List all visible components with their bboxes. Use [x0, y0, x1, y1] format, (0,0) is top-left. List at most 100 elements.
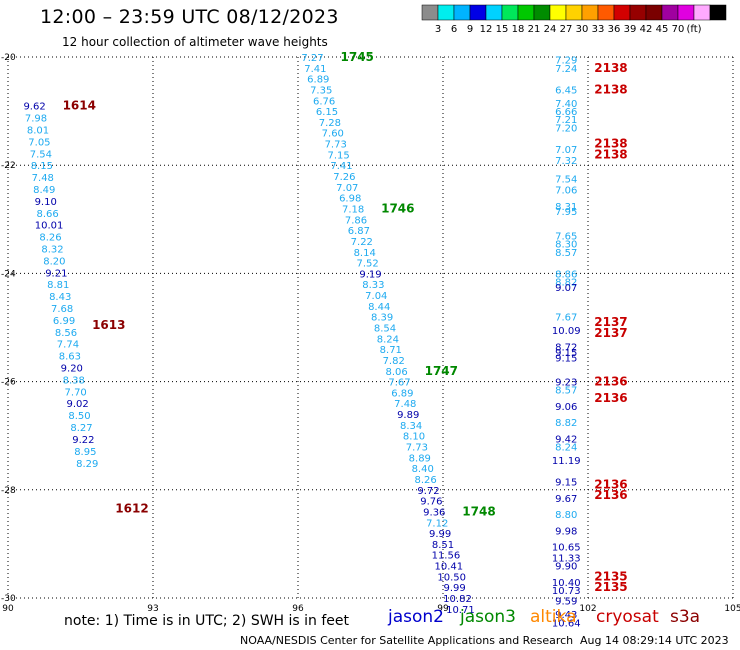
wave-height-value: 8.56	[55, 328, 77, 339]
footnote: note: 1) Time is in UTC; 2) SWH is in fe…	[64, 613, 350, 629]
wave-height-value: 9.36	[423, 507, 445, 518]
color-scale-swatch	[645, 4, 663, 21]
color-scale-swatch	[485, 4, 503, 21]
pass-label: 2138	[594, 137, 627, 151]
wave-height-value: 9.15	[555, 348, 577, 359]
wave-height-value: 7.07	[555, 145, 577, 156]
color-scale-label: (ft)	[686, 24, 701, 35]
color-scale-bar: 3 6 9 12 15 18 21 24 27 30 33 36 39 42 45 70 (ft)	[421, 4, 727, 35]
color-scale-swatch	[421, 4, 439, 21]
wave-height-value: 8.24	[377, 334, 399, 345]
color-scale-label: 3	[435, 24, 441, 35]
color-scale-label: 45	[656, 24, 669, 35]
wave-height-value: 8.81	[47, 280, 69, 291]
wave-height-value: 9.15	[555, 353, 577, 364]
color-scale-swatch	[533, 4, 551, 21]
wave-height-value: 7.73	[406, 443, 428, 454]
track-2135-2138: 7.297.24 6.45 7.406.667.217.20 7.077.32 7.54…	[552, 56, 628, 630]
wave-height-value: 8.27	[70, 423, 92, 434]
wave-height-value: 8.34	[400, 421, 422, 432]
pass-label: 2138	[594, 82, 627, 96]
pass-label: 2135	[594, 580, 627, 594]
wave-height-value: 8.50	[68, 411, 90, 422]
color-scale-swatch	[709, 4, 727, 21]
wave-height-value: 7.06	[555, 186, 577, 197]
wave-height-value: 6.15	[316, 107, 338, 118]
color-scale-label: 18	[512, 24, 525, 35]
color-scale-label: 12	[480, 24, 493, 35]
wave-height-value: 9.99	[443, 583, 465, 594]
color-scale-label: 36	[608, 24, 621, 35]
pass-label: 1746	[381, 201, 414, 215]
wave-height-value: 9.19	[359, 269, 381, 280]
wave-height-value: 8.72	[555, 342, 577, 353]
wave-height-value: 8.26	[39, 233, 61, 244]
color-scale-swatch	[501, 4, 519, 21]
wave-height-value: 7.95	[555, 207, 577, 218]
wave-height-value: 8.40	[412, 464, 434, 475]
wave-height-value: 9.90	[555, 562, 577, 573]
pass-label: 2136	[594, 488, 627, 502]
color-scale-swatch	[661, 4, 679, 21]
pass-label: 1748	[462, 504, 495, 518]
wave-height-value: 7.21	[555, 115, 577, 126]
wave-height-value: 8.66	[37, 209, 59, 220]
wave-height-value: 7.35	[310, 85, 332, 96]
wave-height-value: 6.87	[348, 226, 370, 237]
generated-timestamp: Aug 14 08:29:14 UTC 2023	[580, 634, 729, 647]
legend-altika: altika	[530, 607, 577, 627]
longitude-tick-label: 93	[147, 604, 158, 614]
latitude-tick-label: -30	[1, 594, 16, 604]
wave-height-value: 6.98	[339, 194, 361, 205]
color-scale-label: 39	[624, 24, 637, 35]
page-subtitle: 12 hour collection of altimeter wave hei…	[62, 35, 328, 49]
pass-label: 2136	[594, 375, 627, 389]
wave-height-value: 8.29	[76, 459, 98, 470]
color-scale-swatch	[597, 4, 615, 21]
wave-height-value: 11.56	[432, 551, 461, 562]
wave-height-value: 8.01	[27, 125, 49, 136]
wave-height-value: 9.89	[397, 410, 419, 421]
wave-height-value: 7.54	[30, 149, 52, 160]
wave-height-value: 8.39	[371, 313, 393, 324]
latitude-tick-label: -26	[1, 378, 16, 388]
wave-height-value: 7.48	[32, 173, 54, 184]
wave-height-value: 7.67	[388, 378, 410, 389]
wave-height-value: 7.24	[555, 64, 577, 75]
wave-height-value: 7.67	[555, 313, 577, 324]
pass-label: 1612	[115, 502, 148, 516]
wave-height-value: 7.52	[356, 259, 378, 270]
map-grid	[7, 56, 734, 599]
wave-height-value: 8.10	[403, 432, 425, 443]
wave-height-value: 10.40	[552, 578, 581, 589]
wave-height-value: 7.04	[365, 291, 387, 302]
longitude-tick-label: 90	[2, 604, 14, 614]
wave-height-value: 9.23	[555, 378, 577, 389]
wave-height-value: 8.15	[31, 161, 53, 172]
wave-height-value: 8.06	[385, 367, 407, 378]
wave-height-value: 7.40	[555, 99, 577, 110]
pass-label: 2138	[594, 61, 627, 75]
wave-height-value: 9.62	[23, 102, 45, 113]
wave-height-value: 9.15	[555, 478, 577, 489]
wave-height-value: 8.82	[555, 418, 577, 429]
wave-height-value: 10.41	[434, 562, 463, 573]
wave-height-value: 6.89	[391, 388, 413, 399]
latitude-tick-label: -28	[1, 486, 16, 496]
pass-label: 2135	[594, 569, 627, 583]
wave-height-value: 9.59	[555, 597, 577, 608]
wave-height-value: 7.73	[325, 140, 347, 151]
wave-height-value: 8.38	[63, 375, 85, 386]
wave-height-value: 8.71	[380, 345, 402, 356]
wave-height-value: 9.67	[555, 494, 577, 505]
wave-height-value: 7.29	[555, 56, 577, 67]
wave-height-value: 7.07	[336, 183, 358, 194]
wave-height-value: 7.60	[322, 129, 344, 140]
wave-height-value: 7.41	[304, 64, 326, 75]
color-scale-swatch	[469, 4, 487, 21]
wave-height-value: 7.65	[555, 232, 577, 243]
pass-label: 2136	[594, 477, 627, 491]
color-scale-swatch	[629, 4, 647, 21]
wave-height-value: 9.43	[555, 610, 577, 621]
wave-height-value: 8.95	[74, 447, 96, 458]
